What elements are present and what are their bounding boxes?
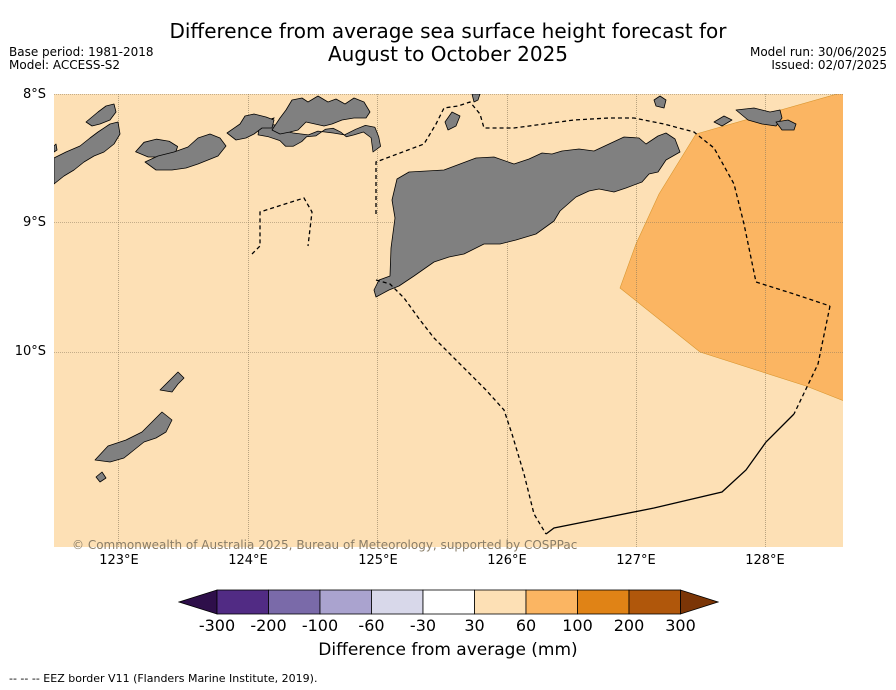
meta-left: Base period: 1981-2018 Model: ACCESS-S2 (9, 46, 154, 72)
lakor-islet (775, 119, 797, 131)
lon-label-125e: 125°E (358, 553, 398, 568)
colorbar-bin-8 (577, 589, 630, 615)
eez-footnote: -- -- -- EEZ border V11 (Flanders Marine… (9, 672, 318, 685)
pantar-island (226, 113, 275, 141)
colorbar-tick-7: 60 (515, 616, 537, 635)
lat-label-9s: 9°S (22, 215, 46, 230)
flores-north-islet (85, 103, 117, 127)
lon-label-126e: 126°E (487, 553, 527, 568)
alor-island (271, 95, 371, 135)
north-rock (471, 94, 481, 103)
kisar-islet (653, 95, 667, 109)
lon-label-127e: 127°E (616, 553, 656, 568)
colorbar (178, 589, 719, 615)
colorbar-tick-6: 30 (464, 616, 485, 635)
title-line-1: Difference from average sea surface heig… (169, 19, 727, 43)
leti-islet (713, 115, 733, 127)
timor-island (373, 132, 681, 298)
semau-islet (95, 471, 107, 483)
colorbar-tick-1: -300 (198, 616, 236, 635)
colorbar-tick-5: -30 (409, 616, 437, 635)
colorbar-bin-5 (422, 589, 475, 615)
colorbar-tick-8: 100 (562, 616, 593, 635)
eez-solid (545, 413, 795, 535)
eez-north (375, 101, 831, 307)
west-rock (54, 143, 58, 153)
colorbar-bin-9 (628, 589, 681, 615)
colorbar-extend-low (178, 589, 218, 615)
eez-oecusse (251, 197, 313, 255)
base-period: Base period: 1981-2018 (9, 45, 154, 59)
eez-east (793, 305, 831, 415)
lat-label-10s: 10°S (14, 344, 46, 359)
lon-label-123e: 123°E (99, 553, 139, 568)
eez-borders (251, 101, 831, 535)
colorbar-tick-3: -100 (301, 616, 339, 635)
moa-island (735, 107, 783, 127)
title-line-2: August to October 2025 (327, 42, 569, 66)
sumba-rote-south (94, 411, 173, 463)
colorbar-label: Difference from average (mm) (318, 640, 578, 660)
atauro-islet (444, 111, 461, 131)
colorbar-bin-6 (474, 589, 527, 615)
lon-label-124e: 124°E (228, 553, 268, 568)
map-title: Difference from average sea surface heig… (0, 20, 896, 66)
eez-south (375, 279, 547, 535)
colorbar-bin-4 (371, 589, 424, 615)
issued-date: Issued: 02/07/2025 (771, 58, 887, 72)
colorbar-tick-10: 300 (665, 616, 696, 635)
land-masses (54, 94, 797, 483)
colorbar-tick-4: -60 (358, 616, 385, 635)
model-run: Model run: 30/06/2025 (749, 45, 887, 59)
lembata-island (144, 133, 227, 171)
meta-right: Model run: 30/06/2025 Issued: 02/07/2025 (750, 46, 887, 72)
anomaly-region-60-100 (619, 94, 843, 401)
lat-label-8s: 8°S (22, 87, 46, 102)
eez-solid-south (545, 413, 795, 535)
colorbar-bin-7 (525, 589, 578, 615)
solor-island (135, 138, 179, 158)
colorbar-extend-high (680, 589, 719, 615)
colorbar-bin-1 (216, 589, 269, 615)
colorbar-tick-9: 200 (613, 616, 645, 635)
rote-islet (159, 371, 185, 393)
lon-label-128e: 128°E (745, 553, 785, 568)
model-name: Model: ACCESS-S2 (9, 58, 121, 72)
colorbar-tick-2: -200 (250, 616, 287, 635)
copyright-text: © Commonwealth of Australia 2025, Bureau… (72, 538, 578, 552)
colorbar-bin-3 (319, 589, 372, 615)
sea-height-map (54, 94, 843, 547)
colorbar-bin-2 (268, 589, 321, 615)
flores-east (54, 121, 121, 185)
